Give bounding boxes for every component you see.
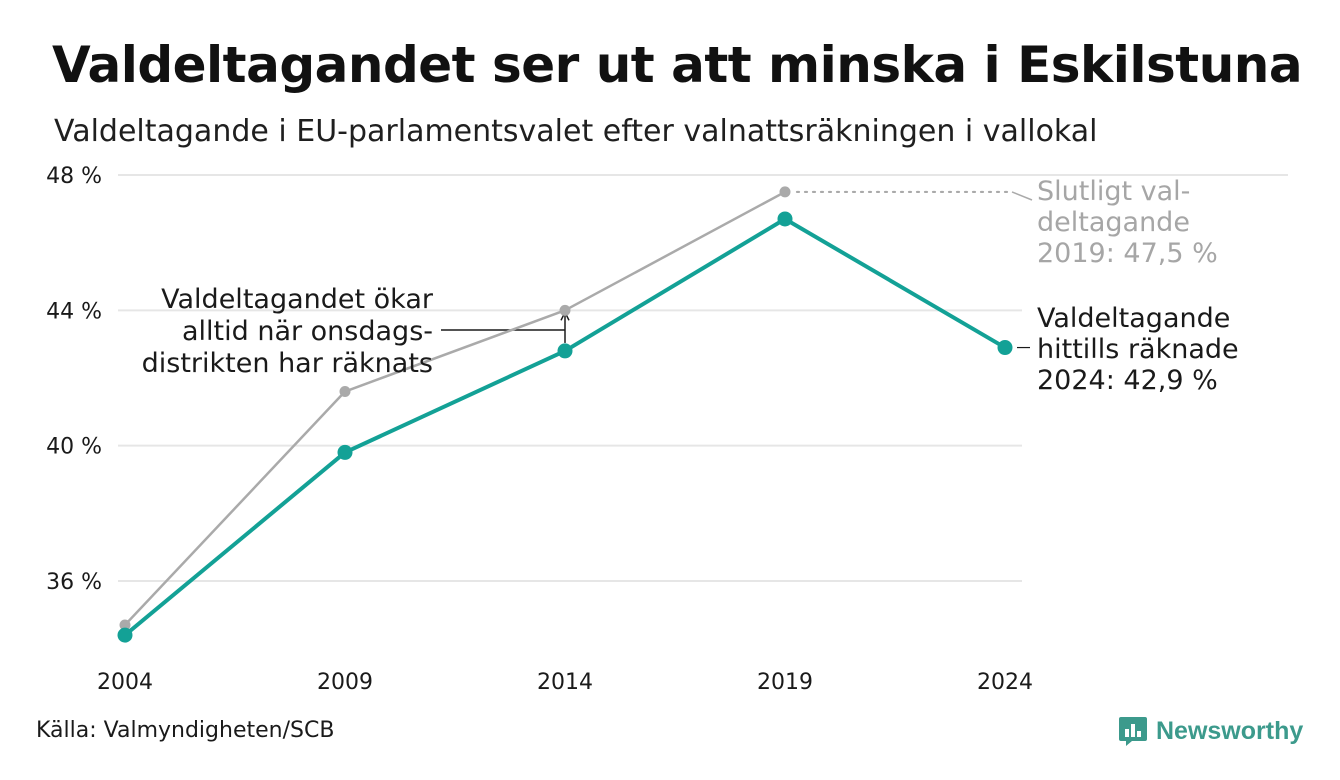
wednesday-note-line: alltid när onsdags- — [182, 316, 433, 347]
x-tick-label: 2019 — [757, 670, 813, 695]
final-2019-note: Slutligt val-deltagande 2019: 47,5 % — [1037, 176, 1218, 269]
y-tick-label: 40 % — [46, 435, 102, 460]
current-2024-note-line: hittills räknade — [1037, 334, 1239, 365]
chart-title: Valdeltagandet ser ut att minska i Eskil… — [52, 36, 1303, 94]
wednesday-note: Valdeltagandet ökar alltid när onsdags-di… — [142, 284, 434, 379]
source-note: Källa: Valmyndigheten/SCB — [36, 718, 335, 743]
x-axis-ticks: 2004 2009 2014 2019 2024 — [97, 670, 1033, 695]
wednesday-note-line: distrikten har räknats — [142, 348, 433, 379]
x-tick-label: 2014 — [537, 670, 593, 695]
series-final-point — [559, 304, 571, 316]
x-tick-label: 2004 — [97, 670, 153, 695]
series-final-point — [119, 619, 131, 631]
y-tick-label: 48 % — [46, 164, 102, 189]
newsworthy-logo[interactable]: Newsworthy — [1118, 714, 1303, 748]
series-final-point — [779, 186, 791, 198]
final-2019-note-line: Slutligt val- — [1037, 176, 1190, 207]
x-tick-label: 2024 — [977, 670, 1033, 695]
y-tick-label: 44 % — [46, 299, 102, 324]
current-2024-note-line: Valdeltagande — [1037, 303, 1230, 334]
current-2024-note-line: 2024: 42,9 % — [1037, 365, 1218, 396]
newsworthy-logo-icon — [1119, 717, 1147, 746]
series-layer — [117, 186, 1013, 643]
series-final-point — [339, 386, 351, 398]
series-main-point — [777, 211, 793, 227]
y-axis-ticks: 36 % 40 % 44 % 48 % — [46, 164, 102, 595]
series-main-point — [997, 340, 1013, 356]
line-chart: 36 % 40 % 44 % 48 % 2004 2009 2014 2019 2024 Va… — [46, 164, 1288, 695]
x-tick-label: 2009 — [317, 670, 373, 695]
final-2019-note-line: deltagande — [1037, 207, 1190, 238]
series-main-point — [117, 627, 133, 643]
series-main-line — [123, 216, 1007, 638]
logo-text: Newsworthy — [1156, 716, 1304, 745]
current-2024-note: Valdeltagande hittills räknade 2024: 42,9 … — [1037, 303, 1239, 396]
final-2019-note-line: 2019: 47,5 % — [1037, 238, 1218, 269]
series-main-point — [337, 444, 353, 460]
series-final-line — [123, 190, 787, 627]
series-main-point — [557, 343, 573, 359]
annotation-text: Valdeltagandet ökar alltid när onsdags-di… — [142, 176, 1239, 396]
y-tick-label: 36 % — [46, 570, 102, 595]
chart-subtitle: Valdeltagande i EU-parlamentsvalet efter… — [54, 114, 1098, 149]
final-2019-connector-tick — [1011, 191, 1033, 201]
wednesday-note-line: Valdeltagandet ökar — [161, 284, 434, 315]
